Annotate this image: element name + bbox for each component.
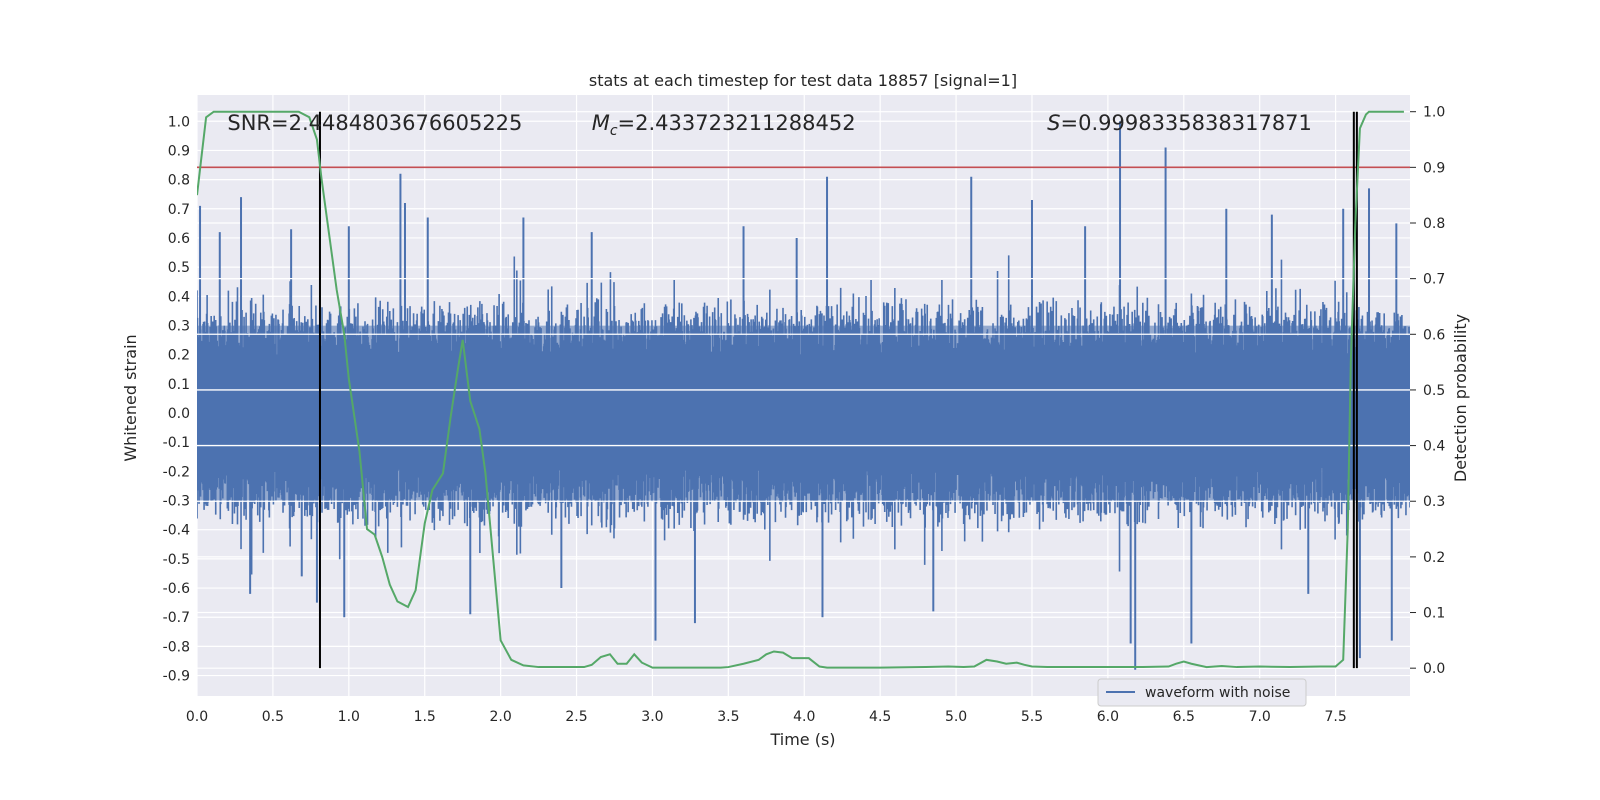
x-tick-label: 7.5 (1324, 709, 1346, 725)
x-tick-label: 2.0 (489, 709, 511, 725)
annotation-text: Mc=2.433723211288452 (592, 111, 856, 139)
annotation-value: =2.433723211288452 (618, 111, 856, 135)
x-tick-label: 0.0 (186, 709, 208, 725)
y-left-tick-label: 0.2 (168, 348, 190, 364)
y-left-axis-ticks: 1.0 0.9 0.8 0.7 0.6 0.5 0.4 0.3 0.2 0.1 0.0 -0.1 -0.… (163, 114, 190, 684)
x-tick-label: 1.5 (414, 709, 436, 725)
x-tick-label: 7.0 (1249, 709, 1271, 725)
y-left-tick-label: -0.4 (163, 523, 190, 539)
y-right-tick-label: 1.0 (1423, 105, 1445, 121)
y-right-tick-label: 0.9 (1423, 160, 1445, 176)
x-tick-label: 3.5 (717, 709, 739, 725)
x-tick-label: 1.0 (338, 709, 360, 725)
x-tick-label: 5.5 (1021, 709, 1043, 725)
y-left-tick-label: 0.8 (168, 173, 190, 189)
y-right-tick-label: 0.7 (1423, 272, 1445, 288)
y-right-axis-ticks: 1.0 0.9 0.8 0.7 0.6 0.5 0.4 0.3 0.2 0.1 0.0 (1410, 105, 1445, 677)
probability-line (197, 110, 1404, 669)
legend-box (1097, 678, 1307, 707)
y-right-tick-label: 0.1 (1423, 606, 1445, 622)
annotation-text: S=0.9998335838317871 (1047, 111, 1312, 135)
y-left-tick-label: 0.9 (168, 143, 190, 159)
y-right-tick-label: 0.4 (1423, 439, 1445, 455)
y-right-tick-label: 0.2 (1423, 550, 1445, 566)
x-tick-label: 4.0 (793, 709, 815, 725)
annotation-symbol: S (1047, 111, 1060, 135)
y-right-tick-label: 0.3 (1423, 494, 1445, 510)
y-left-tick-label: 0.5 (168, 260, 190, 276)
y-left-tick-label: 0.4 (168, 289, 190, 305)
y-left-tick-label: -0.5 (163, 552, 190, 568)
legend-label-waveform: waveform with noise (1145, 685, 1290, 701)
y-left-tick-label: -0.1 (163, 435, 190, 451)
y-left-tick-label: -0.6 (163, 581, 190, 597)
y-left-tick-label: 0.6 (168, 231, 190, 247)
y-right-tick-label: 0.5 (1423, 383, 1445, 399)
annotations: SNR=2.4484803676605225 Mc=2.4337232112884… (227, 111, 1312, 139)
y-left-tick-label: -0.8 (163, 639, 190, 655)
legend: waveform with noise (1097, 678, 1307, 707)
y-left-tick-label: 1.0 (168, 114, 190, 130)
y-right-tick-label: 0.0 (1423, 661, 1445, 677)
x-tick-label: 4.5 (869, 709, 891, 725)
overlay (197, 110, 1410, 669)
y-left-tick-label: 0.1 (168, 377, 190, 393)
chart-title: stats at each timestep for test data 188… (589, 71, 1017, 90)
x-tick-label: 5.0 (945, 709, 967, 725)
y-left-tick-label: 0.7 (168, 202, 190, 218)
x-axis-label: Time (s) (769, 730, 835, 749)
y-left-tick-label: -0.7 (163, 610, 190, 626)
x-tick-label: 3.0 (641, 709, 663, 725)
waveform-core-band (197, 325, 1410, 501)
y-left-tick-label: -0.2 (163, 464, 190, 480)
y-left-tick-label: 0.3 (168, 318, 190, 334)
y-left-tick-label: -0.9 (163, 669, 190, 685)
x-tick-label: 6.0 (1097, 709, 1119, 725)
y-left-tick-label: 0.0 (168, 406, 190, 422)
x-tick-label: 0.5 (262, 709, 284, 725)
waveform-series (197, 121, 1410, 670)
y-axis-label-right: Detection probability (1451, 314, 1470, 482)
y-right-tick-label: 0.8 (1423, 216, 1445, 232)
x-tick-label: 2.5 (565, 709, 587, 725)
y-axis-label-left: Whitened strain (121, 334, 140, 461)
y-right-tick-label: 0.6 (1423, 327, 1445, 343)
y-left-tick-label: -0.3 (163, 494, 190, 510)
annotation-text: SNR=2.4484803676605225 (227, 111, 522, 135)
x-tick-label: 6.5 (1173, 709, 1195, 725)
annotation-value: =0.9998335838317871 (1061, 111, 1312, 135)
annotation-subscript: c (610, 123, 618, 139)
annotation-symbol: M (592, 111, 610, 135)
x-axis-ticks: 0.0 0.5 1.0 1.5 2.0 2.5 3.0 3.5 4.0 4.5 5.0 5.5 6.0 6… (186, 709, 1347, 725)
